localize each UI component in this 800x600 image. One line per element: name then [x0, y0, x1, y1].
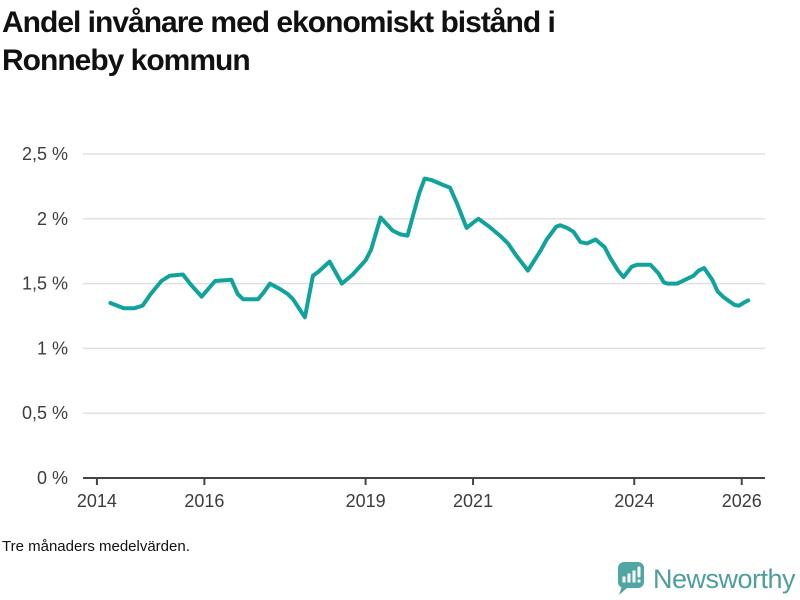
chart-title-line-1: Andel invånare med ekonomiskt bistånd i: [2, 6, 556, 39]
y-tick-label: 1,5 %: [22, 274, 68, 294]
x-tick-label: 2016: [184, 491, 224, 511]
bar-1-icon: [622, 576, 626, 583]
chart-title-line-2: Ronneby kommun: [2, 44, 251, 77]
exclamation-bar-icon: [637, 566, 641, 578]
x-tick-label: 2019: [346, 491, 386, 511]
y-tick-label: 1 %: [37, 338, 68, 358]
newsworthy-wordmark: Newsworthy: [652, 563, 796, 594]
chart-title: Andel invånare med ekonomiskt bistånd i …: [2, 4, 782, 80]
x-tick-label: 2024: [614, 491, 654, 511]
x-tick-label: 2021: [453, 491, 493, 511]
x-tick-label: 2014: [77, 491, 117, 511]
y-tick-label: 0,5 %: [22, 403, 68, 423]
y-tick-label: 0 %: [37, 468, 68, 488]
bar-2-icon: [627, 573, 631, 583]
data-line: [108, 176, 751, 320]
chart-footnote: Tre månaders medelvärden.: [2, 538, 190, 555]
y-tick-label: 2,5 %: [22, 144, 68, 164]
bar-3-icon: [632, 570, 636, 583]
newsworthy-logo[interactable]: Newsworthy: [617, 561, 796, 597]
exclamation-dot-icon: [637, 579, 641, 583]
x-tick-label: 2026: [722, 491, 762, 511]
newsworthy-logo-icon: [617, 562, 644, 595]
y-tick-label: 2 %: [37, 209, 68, 229]
